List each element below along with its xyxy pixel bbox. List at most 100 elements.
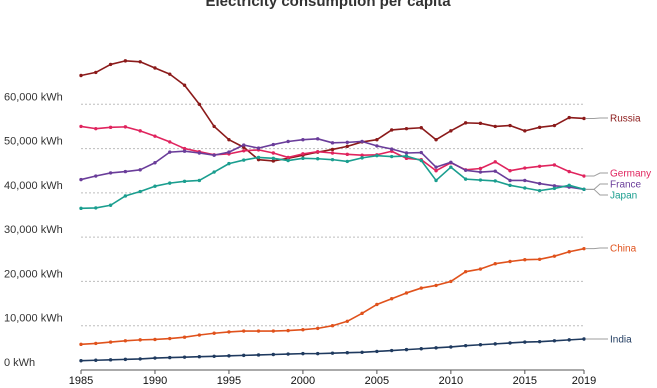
data-point <box>567 183 571 188</box>
data-point <box>316 137 320 141</box>
data-point <box>153 337 157 342</box>
data-point <box>478 121 483 126</box>
data-point <box>419 150 423 155</box>
data-point <box>301 152 305 156</box>
data-point <box>271 156 276 161</box>
data-point <box>389 348 394 353</box>
data-point <box>345 351 349 355</box>
data-point <box>375 144 379 148</box>
data-point <box>463 121 468 125</box>
data-point <box>360 153 364 157</box>
data-point <box>552 254 557 258</box>
data-point <box>582 187 586 192</box>
data-point <box>79 359 83 363</box>
y-tick-label: 0 kWh <box>4 357 35 369</box>
data-point <box>493 160 497 164</box>
data-point <box>256 353 261 357</box>
data-point <box>242 158 246 162</box>
x-axis: 1985 1990 1995 2000 2005 2010 2015 2019 <box>69 370 596 387</box>
data-point <box>582 246 586 251</box>
data-point <box>227 161 231 166</box>
data-point <box>79 342 83 347</box>
data-point <box>434 169 438 173</box>
data-point <box>108 62 113 67</box>
data-point <box>153 134 157 138</box>
data-point <box>271 352 276 357</box>
data-point <box>197 151 202 155</box>
data-point <box>108 358 113 362</box>
data-point <box>286 352 290 356</box>
data-point <box>478 170 483 174</box>
data-point <box>449 165 453 169</box>
data-point <box>330 151 335 155</box>
data-point <box>478 343 483 347</box>
data-point <box>271 159 276 163</box>
data-point <box>197 102 202 106</box>
data-point <box>389 154 394 159</box>
data-point <box>523 166 527 170</box>
data-point <box>449 345 453 349</box>
data-point <box>168 150 172 154</box>
chart-title: Electricity consumption per capita <box>205 0 451 10</box>
data-point <box>79 206 83 211</box>
series-line-france <box>80 138 585 191</box>
data-point <box>197 333 202 337</box>
data-point <box>493 124 497 129</box>
data-point <box>537 125 542 130</box>
data-point <box>360 156 364 160</box>
series-label-india: India <box>610 335 632 346</box>
data-point <box>197 178 202 183</box>
y-tick-label: 30,000 kWh <box>4 224 63 236</box>
data-point <box>434 283 438 288</box>
data-point <box>449 129 453 133</box>
data-point <box>316 149 320 154</box>
data-point <box>123 125 128 129</box>
data-point <box>138 189 142 194</box>
data-point <box>256 155 261 160</box>
y-tick-label: 60,000 kWh <box>4 91 63 103</box>
data-point <box>463 177 468 181</box>
data-point <box>301 351 305 356</box>
data-point <box>552 123 557 128</box>
data-point <box>404 154 409 158</box>
x-tick-label: 2019 <box>572 375 596 387</box>
data-point <box>523 129 527 133</box>
data-point <box>168 355 172 360</box>
data-point <box>434 138 438 142</box>
data-point <box>182 146 187 151</box>
data-point <box>108 125 113 130</box>
data-point <box>123 339 128 343</box>
data-point <box>212 354 216 358</box>
data-point <box>138 168 142 172</box>
data-point <box>94 174 98 178</box>
data-point <box>168 181 172 185</box>
data-point <box>153 161 157 165</box>
data-point <box>242 149 246 153</box>
data-point <box>523 186 527 190</box>
data-point <box>493 342 497 346</box>
data-point <box>419 347 423 351</box>
data-point <box>567 169 571 174</box>
data-point <box>404 126 409 131</box>
data-point <box>94 70 98 75</box>
data-point <box>389 147 394 151</box>
data-point <box>316 351 320 356</box>
data-point <box>404 347 409 352</box>
data-point <box>345 319 349 323</box>
data-point <box>197 355 202 359</box>
data-point <box>330 324 335 328</box>
data-point <box>463 168 468 172</box>
data-point <box>389 297 394 301</box>
data-point <box>330 147 335 152</box>
data-point <box>212 170 216 174</box>
label-connector <box>586 247 608 250</box>
series-label-china: China <box>610 244 637 255</box>
data-point <box>537 188 542 193</box>
data-point <box>449 160 453 164</box>
data-point <box>419 126 423 130</box>
data-point <box>79 124 83 129</box>
data-point <box>567 250 571 254</box>
data-point <box>419 286 423 290</box>
data-point <box>227 354 231 358</box>
